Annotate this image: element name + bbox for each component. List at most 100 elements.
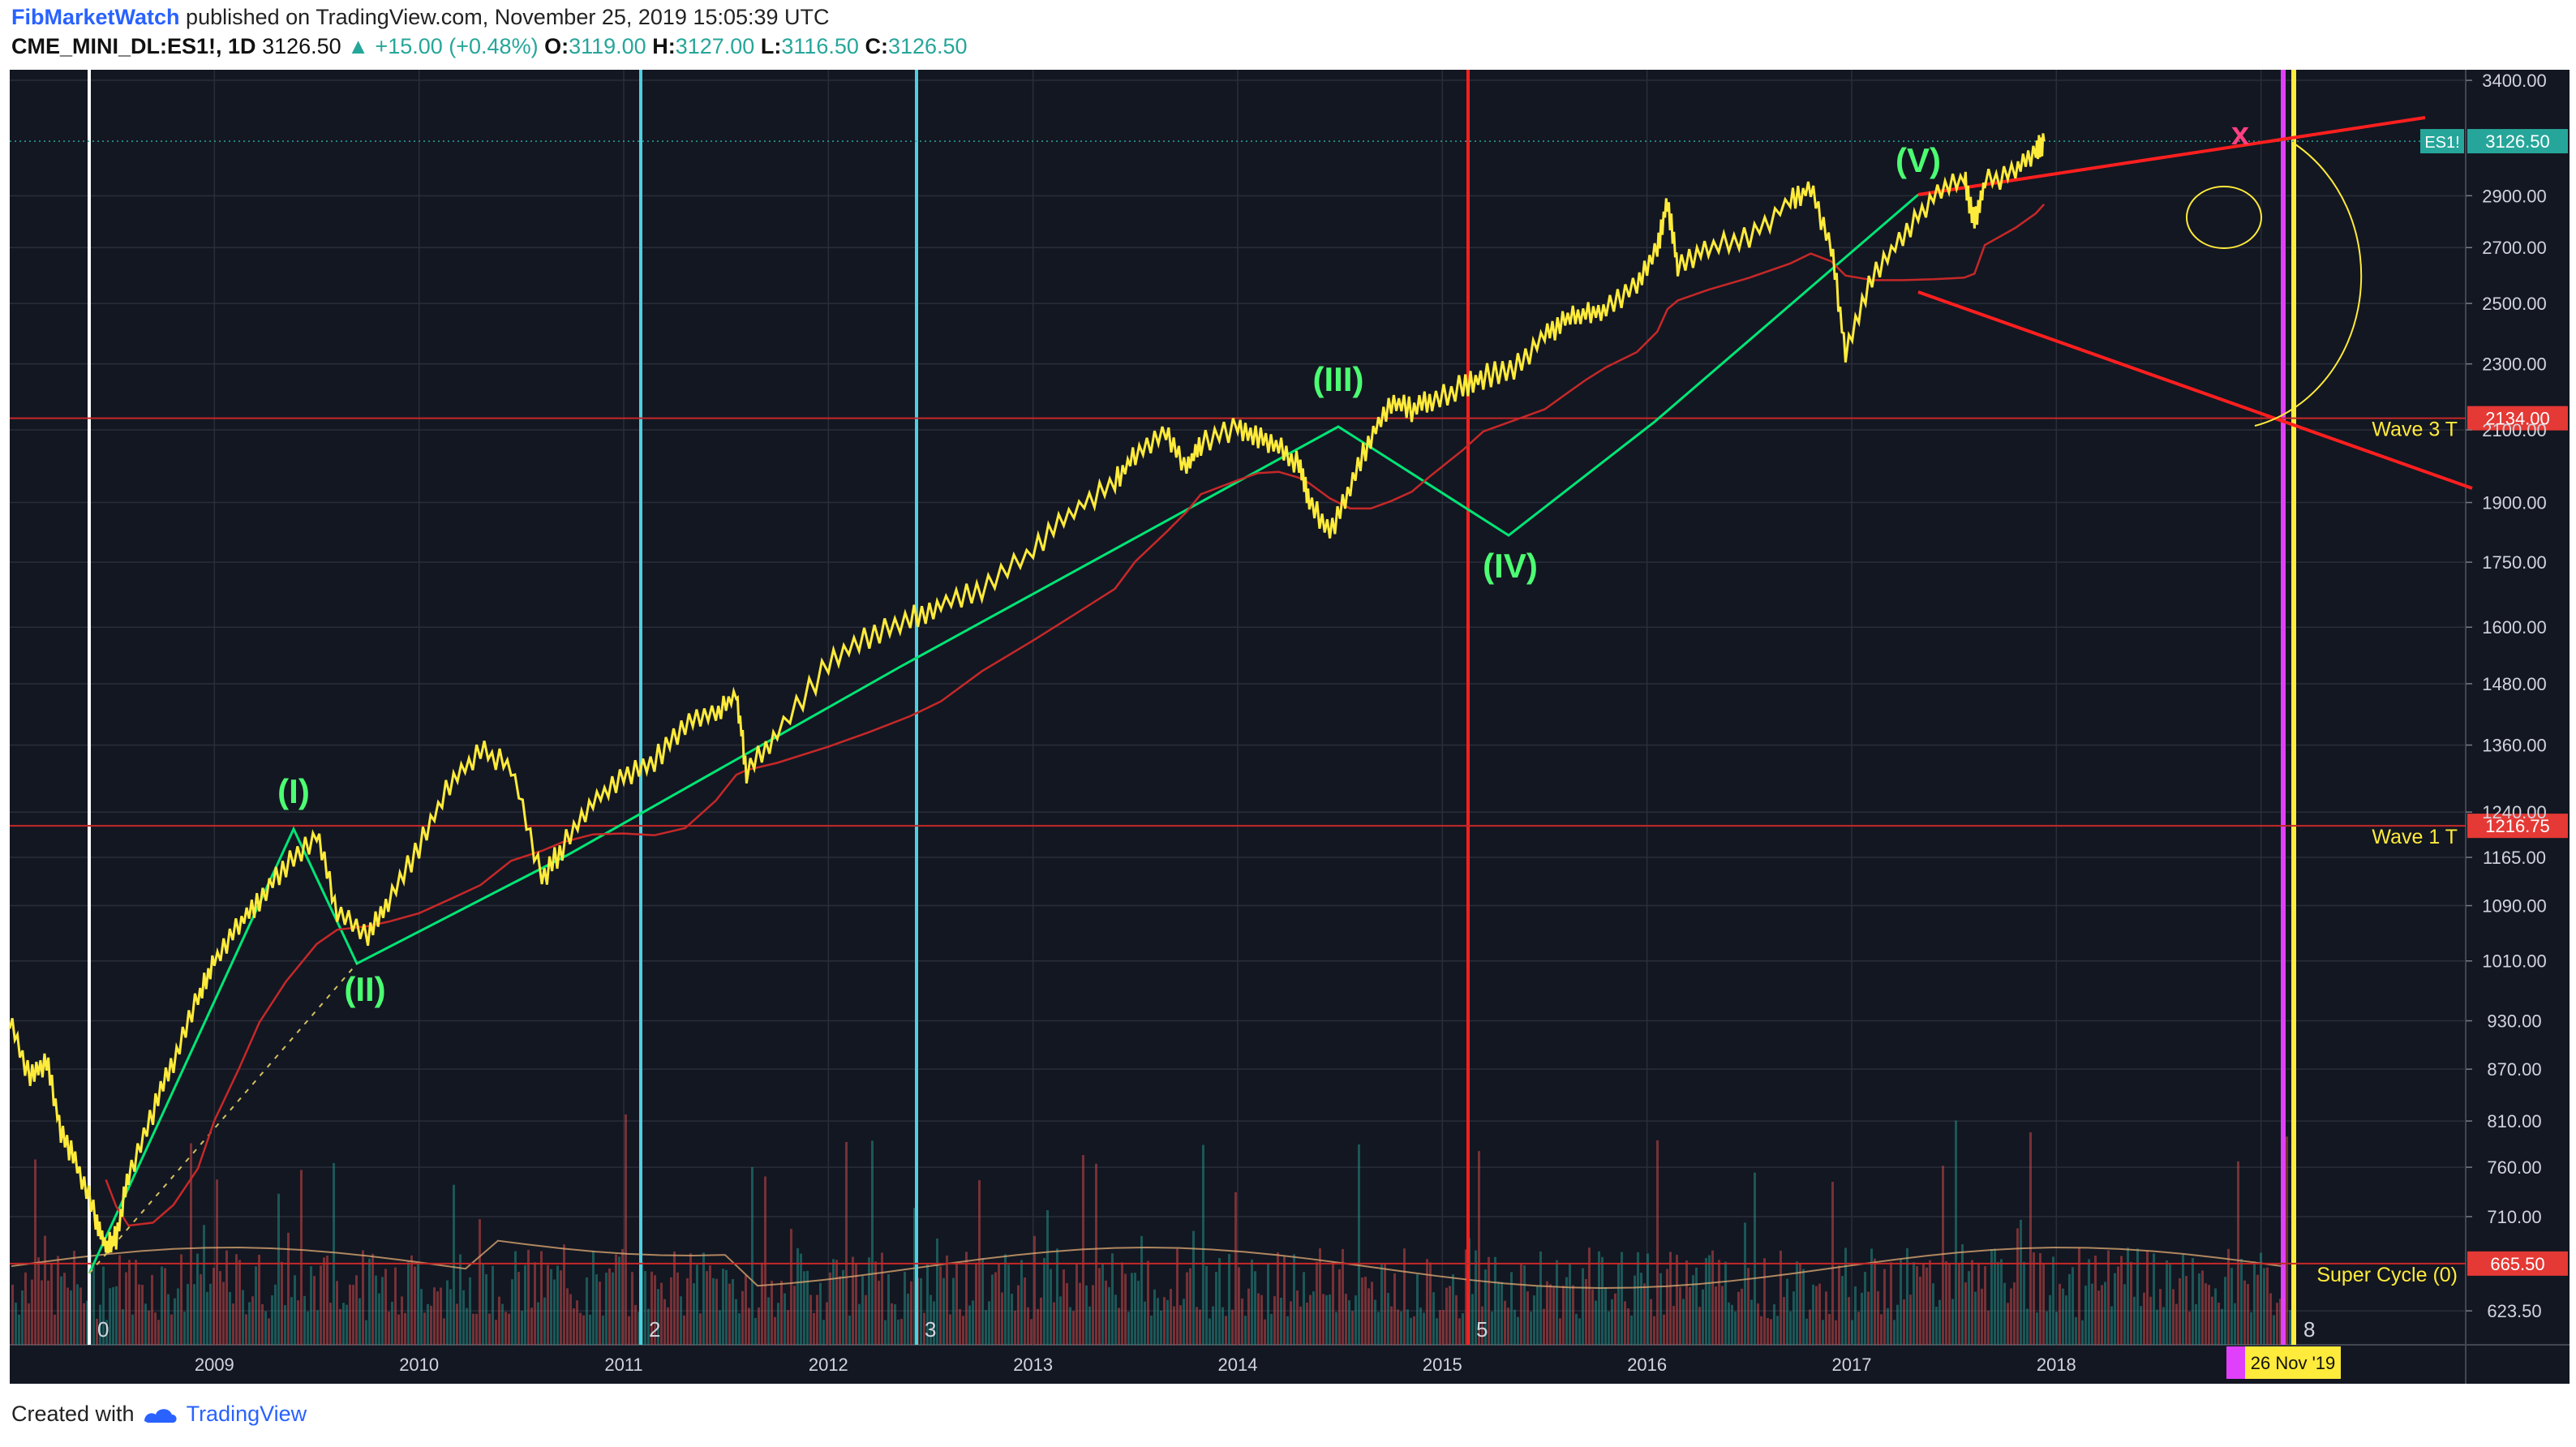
volume-bar [1358,1144,1360,1345]
volume-bar [855,1263,857,1345]
volume-bar [274,1284,277,1345]
volume-bar [365,1320,367,1345]
volume-bar [573,1308,575,1345]
volume-bar [1338,1269,1341,1345]
volume-bar [222,1282,225,1345]
volume-bar [1802,1269,1805,1345]
wave-label: (II) [344,970,385,1008]
volume-bar [1429,1262,1432,1345]
volume-bar [1367,1288,1370,1345]
volume-bar [1153,1289,1156,1345]
volume-bar [696,1265,698,1345]
volume-bar [1478,1151,1480,1345]
volume-bar [537,1302,539,1345]
volume-bar [2146,1251,2149,1345]
volume-bar [167,1294,170,1345]
volume-bar [1565,1277,1568,1345]
volume-bar [1656,1140,1659,1345]
volume-bar [76,1284,79,1345]
volume-bar [1413,1316,1415,1345]
author-link[interactable]: FibMarketWatch [11,5,180,29]
volume-bar [1815,1286,1818,1345]
volume-bar [2130,1261,2132,1345]
volume-bar [1582,1268,1584,1345]
volume-bar [67,1287,69,1345]
volume-bar [41,1280,43,1345]
volume-bar [161,1266,163,1345]
volume-bar [456,1303,458,1345]
volume-bar [1507,1307,1509,1345]
volume-bar [1075,1264,1078,1345]
volume-bar [219,1271,221,1345]
volume-bar [612,1272,614,1345]
volume-bar [1238,1267,1240,1345]
volume-bar [832,1259,835,1345]
volume-bar [738,1313,741,1345]
volume-bar [125,1272,127,1345]
volume-bar [514,1251,517,1345]
x-mark: x [2231,116,2249,152]
volume-bar [936,1239,938,1345]
volume-bar [57,1256,59,1345]
volume-bar [975,1262,977,1345]
volume-bar [86,1300,88,1345]
y-tick-label: 2700.00 [2482,238,2547,258]
volume-bar [1880,1314,1883,1345]
volume-bar [2033,1252,2035,1345]
volume-bar [251,1296,254,1345]
volume-bar [1137,1281,1140,1345]
volume-bar [1770,1319,1772,1345]
volume-bar [2052,1256,2054,1345]
volume-bar [998,1264,1000,1345]
x-tick-label: 2016 [1627,1355,1667,1375]
volume-bar [965,1252,968,1345]
tradingview-link[interactable]: TradingView [186,1402,307,1426]
volume-bar [1854,1286,1857,1345]
volume-bar [1539,1251,1542,1345]
volume-bar [2218,1302,2220,1345]
volume-bar [1698,1307,1701,1345]
volume-bar [138,1284,140,1345]
volume-bar [1455,1295,1458,1345]
volume-bar [1663,1314,1665,1345]
volume-bar [1196,1307,1198,1345]
volume-bar [1283,1256,1286,1345]
volume-bar [2042,1263,2045,1345]
volume-bar [28,1303,30,1345]
volume-bar [2097,1290,2100,1345]
volume-bar [1098,1268,1101,1345]
volume-bar [200,1273,202,1345]
volume-bar [1247,1288,1250,1345]
volume-bar [410,1255,413,1345]
volume-bar [1066,1282,1068,1345]
volume-bar [1938,1299,1941,1345]
volume-bar [550,1269,552,1345]
volume-bar [1497,1282,1500,1345]
volume-bar [1007,1265,1010,1345]
volume-bar [229,1291,231,1345]
volume-bar [985,1310,987,1345]
volume-bar [1877,1290,1879,1345]
volume-bar [556,1265,559,1345]
volume-bar [358,1298,361,1345]
volume-bar [586,1277,588,1345]
volume-bar [1974,1291,1977,1345]
volume-bar [1799,1264,1801,1345]
volume-bar [521,1311,523,1345]
volume-bar [1630,1315,1633,1345]
volume-bar [1874,1258,1876,1345]
volume-bar [1212,1306,1214,1345]
volume-bar [2224,1277,2226,1345]
volume-bar [1984,1265,1986,1345]
volume-bar [787,1310,789,1345]
volume-bar [102,1266,105,1345]
volume-bar [1264,1319,1266,1345]
volume-bar [1890,1262,1892,1345]
volume-bar [1040,1297,1042,1345]
volume-bar [628,1316,630,1345]
volume-bar [1903,1299,1905,1345]
volume-bar [511,1279,513,1345]
volume-bar [1835,1320,1837,1345]
volume-bar [264,1311,267,1345]
